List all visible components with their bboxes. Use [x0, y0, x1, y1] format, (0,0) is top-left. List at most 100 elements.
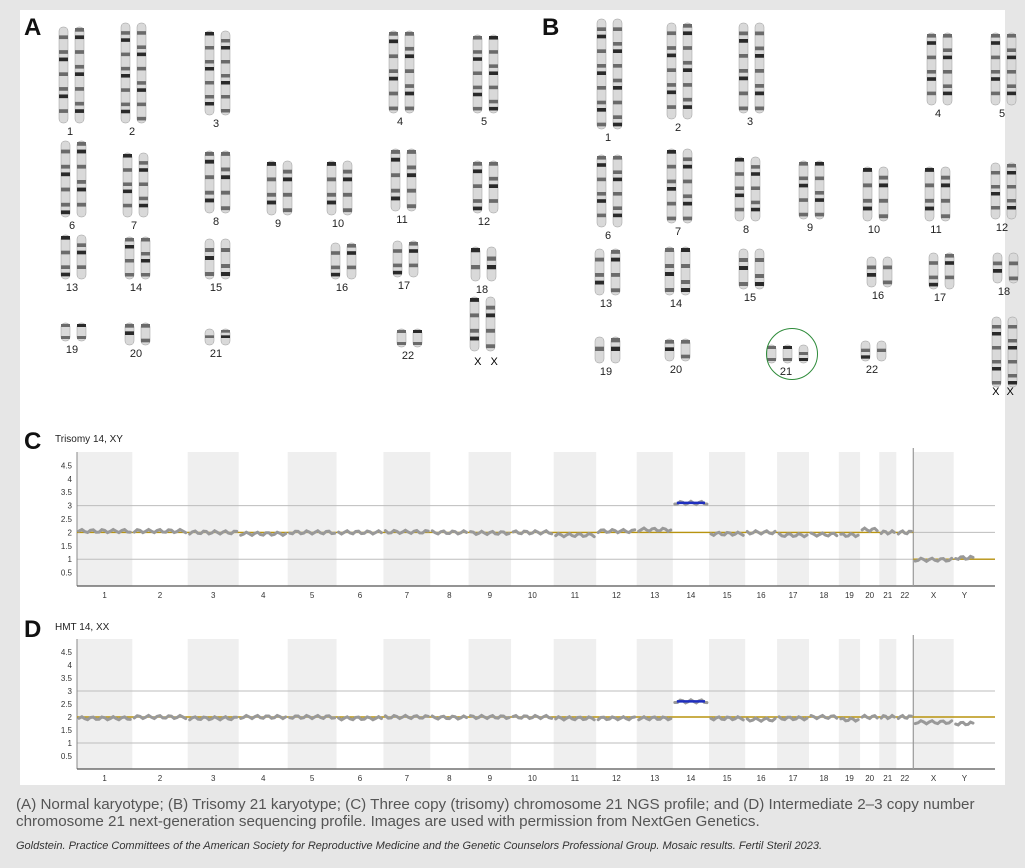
karyotype-a-chr-6-label: 6: [68, 220, 76, 232]
panel-b-letter: B: [542, 14, 560, 41]
copy-number-segment-chr-22: [896, 713, 913, 720]
copy-number-segment-chr-19: [839, 716, 860, 723]
karyotype-a-chr-12-label: 12: [477, 216, 491, 228]
karyotype-a-chr-15-chromosomes: [204, 238, 231, 280]
x-tick-label: 18: [819, 774, 828, 783]
x-tick-label: 10: [528, 774, 537, 783]
x-tick-label: 19: [845, 591, 854, 600]
panel-a-letter: A: [24, 14, 42, 41]
karyotype-a-chr-7-chromosomes: [122, 152, 149, 218]
copy-number-segment-chr-18: [809, 531, 839, 538]
karyotype-b-chr-8-chromosomes: [734, 156, 761, 222]
x-tick-label: 9: [488, 591, 493, 600]
y-tick-label: 1.5: [61, 726, 73, 735]
chart-band-1: [77, 639, 133, 769]
karyotype-b-chr-4-label: 4: [934, 108, 942, 120]
copy-number-segment-chr-7: [383, 528, 430, 536]
karyotype-a-chr-21-chromosomes: [204, 328, 231, 346]
chart-band-X: [913, 452, 954, 586]
karyotype-a-chr-17-label: 17: [397, 280, 411, 292]
copy-number-segment-chr-9: [469, 529, 511, 537]
copy-number-segment-chr-9: [469, 713, 511, 721]
y-tick-label: 3: [68, 687, 73, 696]
x-tick-label: 7: [405, 774, 410, 783]
karyotype-a-chr-10-label: 10: [331, 218, 345, 230]
chart-band-9: [468, 452, 512, 586]
copy-number-segment-chr-15: [709, 715, 745, 722]
y-tick-label: 1: [68, 739, 73, 748]
karyotype-b-chr-11-chromosomes: [924, 166, 951, 222]
karyotype-b-chr-12-label: 12: [995, 222, 1009, 234]
y-tick-label: 1.5: [61, 542, 73, 551]
x-tick-label: 4: [261, 774, 266, 783]
karyotype-a-chr-14-label: 14: [129, 282, 143, 294]
x-tick-label: 21: [883, 774, 892, 783]
y-tick-label: 4: [68, 475, 73, 484]
karyotype-b-chr-13-chromosomes: [594, 248, 621, 296]
chart-band-13: [636, 639, 673, 769]
x-tick-label: 7: [405, 591, 410, 600]
karyotype-b-chr-19-chromosomes: [594, 336, 621, 364]
karyotype-a-chr-14-chromosomes: [124, 236, 151, 280]
copy-number-segment-chr-13: [637, 526, 673, 534]
karyotype-b-chr-10-chromosomes: [862, 166, 889, 222]
karyotype-b-chr-5-label: 5: [998, 108, 1006, 120]
x-tick-label: 9: [488, 774, 493, 783]
karyotype-a-chr-20-label: 20: [129, 348, 143, 360]
x-tick-label: X: [931, 774, 937, 783]
karyotype-a-chr-4-label: 4: [396, 116, 404, 128]
x-tick-label: 6: [358, 591, 363, 600]
copy-number-segment-chr-15: [709, 530, 745, 538]
karyotype-b-chr-8-label: 8: [742, 224, 750, 236]
karyotype-a-chr-1-chromosomes: [58, 26, 85, 124]
y-tick-label: 0.5: [61, 752, 73, 761]
copy-number-segment-chr-11: [554, 715, 596, 722]
copy-number-segment-chr-2: [132, 527, 188, 535]
chart-band-9: [468, 639, 512, 769]
karyotype-a-chr-9-label: 9: [274, 218, 282, 230]
x-tick-label: 11: [571, 774, 580, 783]
copy-number-segment-chr-1: [77, 714, 132, 722]
copy-number-segment-chr-10: [511, 529, 554, 536]
karyotype-b-chr-x-chromosomes: [991, 316, 1018, 388]
karyotype-a-chr-11-label: 11: [396, 214, 408, 226]
copy-number-segment-chr-Y: [954, 554, 975, 562]
panel-c-letter: C: [24, 428, 42, 455]
x-tick-label: 18: [819, 591, 828, 600]
copy-number-segment-chr-7: [383, 713, 430, 721]
x-tick-label: 12: [612, 591, 621, 600]
x-tick-label: 21: [883, 591, 892, 600]
chart-band-5: [287, 639, 337, 769]
copy-number-segment-chr-19: [839, 532, 860, 539]
figure-panel: A 1 2 3 4 5 6 7 8 9 10 11 12 13 14 15 16 17 18 19 20 21 22 X X…: [20, 10, 1019, 785]
karyotype-b-chr-2-chromosomes: [666, 22, 693, 120]
x-tick-label: 5: [310, 774, 315, 783]
chart-band-X: [913, 639, 954, 769]
karyotype-b-chr-18-chromosomes: [992, 252, 1019, 284]
y-tick-label: 3.5: [61, 674, 73, 683]
chart-band-5: [287, 452, 337, 586]
karyotype-b-chr-16-chromosomes: [866, 256, 893, 288]
chart-band-15: [709, 452, 746, 586]
karyotype-b-chr-18-label: 18: [997, 286, 1011, 298]
x-tick-label: 17: [789, 591, 798, 600]
chart-band-3: [187, 452, 239, 586]
karyotype-a-chr-4-chromosomes: [388, 30, 415, 114]
x-tick-label: 13: [650, 774, 659, 783]
karyotype-a-sex-label: X X: [474, 356, 498, 368]
y-tick-label: 2: [68, 528, 73, 537]
karyotype-b-chr-7-label: 7: [674, 226, 682, 238]
karyotype-b-chr-20-label: 20: [669, 364, 683, 376]
karyotype-b-chr-7-chromosomes: [666, 148, 693, 224]
x-tick-label: 2: [158, 591, 163, 600]
x-tick-label: 17: [789, 774, 798, 783]
karyotype-a-chr-22-label: 22: [401, 350, 415, 362]
copy-number-segment-chr-8: [430, 529, 468, 536]
karyotype-b-chr-20-chromosomes: [664, 338, 691, 362]
karyotype-b-chr-17-label: 17: [933, 292, 947, 304]
copy-number-segment-chr-3: [188, 529, 239, 536]
trisomy-21-highlight-circle: [766, 328, 818, 380]
x-tick-label: 15: [723, 591, 732, 600]
copy-number-segment-chr-5: [288, 713, 337, 721]
copy-number-segment-chr-12: [596, 527, 637, 535]
